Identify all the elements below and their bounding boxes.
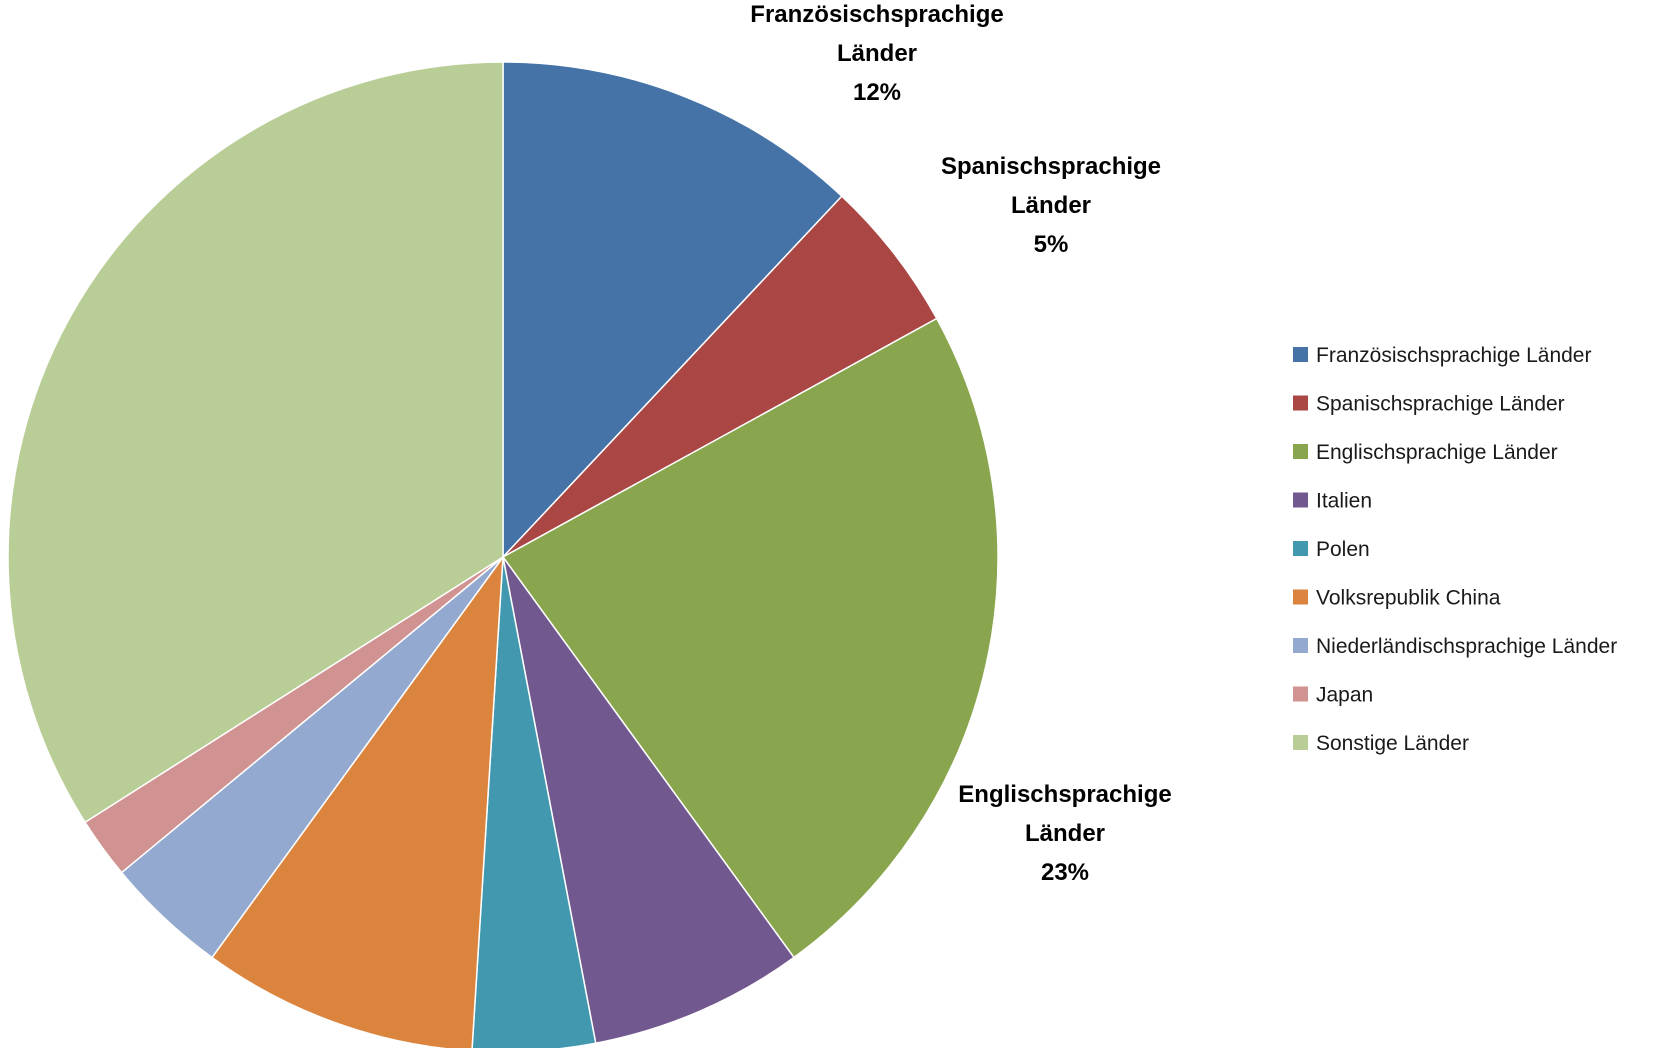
legend-item-niederlaendischsprachige-laender: Niederländischsprachige Länder xyxy=(1293,635,1617,658)
legend-item-englischsprachige-laender: Englischsprachige Länder xyxy=(1293,441,1558,464)
legend-item-japan: Japan xyxy=(1293,684,1373,707)
legend-label: Englischsprachige Länder xyxy=(1316,441,1558,464)
data-label-englischsprachige-laender: Englischsprachige Länder 23% xyxy=(958,781,1171,886)
legend-label: Italien xyxy=(1316,490,1372,513)
legend-item-sonstige-laender: Sonstige Länder xyxy=(1293,732,1469,755)
legend-swatch xyxy=(1293,492,1308,508)
legend-swatch xyxy=(1293,347,1308,362)
legend-swatch xyxy=(1293,395,1308,411)
data-label-spanischsprachige-laender: Spanischsprachige Länder 5% xyxy=(941,153,1161,258)
legend-label: Niederländischsprachige Länder xyxy=(1316,635,1617,658)
pie-slice-italien xyxy=(502,556,795,1045)
legend-label: Spanischsprachige Länder xyxy=(1316,393,1565,416)
pie-slice-polen xyxy=(471,556,597,1048)
legend: Französischsprachige Länder Spanischsprac… xyxy=(1293,344,1617,755)
data-labels: Französischsprachige Länder 12% Spanischspr… xyxy=(750,1,1171,886)
pie-slice-volksrepublik-china xyxy=(211,554,504,1048)
legend-swatch xyxy=(1293,686,1308,702)
pie-slice-spanischsprachige-laender xyxy=(502,195,938,558)
legend-swatch xyxy=(1293,589,1308,605)
legend-swatch xyxy=(1293,735,1308,750)
pie-slice-sonstige-laender xyxy=(7,61,504,824)
legend-swatch xyxy=(1293,541,1308,556)
legend-item-volksrepublik-china: Volksrepublik China xyxy=(1293,587,1501,610)
data-label-franzoesischsprachige-laender: Französischsprachige Länder 12% xyxy=(750,1,1003,106)
legend-label: Volksrepublik China xyxy=(1316,587,1501,610)
legend-item-polen: Polen xyxy=(1293,538,1370,561)
legend-label: Polen xyxy=(1316,538,1370,561)
legend-label: Japan xyxy=(1316,684,1373,707)
legend-item-spanischsprachige-laender: Spanischsprachige Länder xyxy=(1293,393,1565,416)
legend-item-italien: Italien xyxy=(1293,490,1372,513)
legend-label: Sonstige Länder xyxy=(1316,732,1469,755)
pie-slice-englischsprachige-laender xyxy=(501,317,999,959)
pie-slices xyxy=(7,61,999,1048)
legend-item-franzoesischsprachige-laender: Französischsprachige Länder xyxy=(1293,344,1591,367)
pie-slice-franzoesischsprachige-laender xyxy=(502,61,843,559)
legend-label: Französischsprachige Länder xyxy=(1316,344,1591,367)
legend-swatch xyxy=(1293,444,1308,459)
legend-swatch xyxy=(1293,638,1308,653)
